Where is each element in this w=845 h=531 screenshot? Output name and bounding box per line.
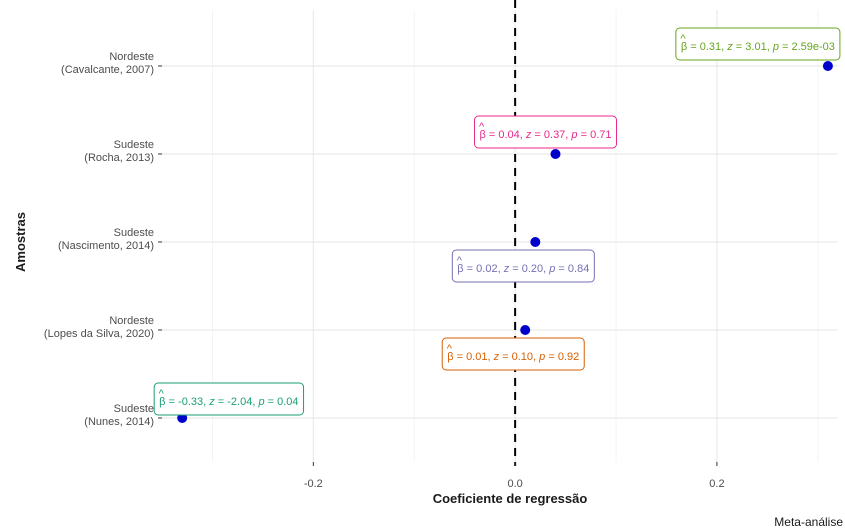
- data-points: [177, 61, 833, 423]
- beta-hat-glyph: ^: [159, 388, 165, 400]
- y-tick-label-study: (Lopes da Silva, 2020): [44, 328, 154, 340]
- data-label-box: [473, 115, 618, 149]
- y-tick-label-region: Sudeste: [114, 139, 154, 151]
- data-label-text: β = 0.02, z = 0.20, p = 0.84: [457, 263, 589, 275]
- y-tick-label-region: Sudeste: [114, 227, 154, 239]
- y-tick-label-study: (Cavalcante, 2007): [61, 64, 154, 76]
- data-label-text: β = 0.31, z = 3.01, p = 2.59e-03: [681, 41, 835, 53]
- data-point: [530, 237, 541, 247]
- data-label-text: β = 0.04, z = 0.37, p = 0.71: [479, 129, 611, 141]
- y-tick-label-study: (Nunes, 2014): [84, 416, 154, 428]
- y-tick-label-region: Sudeste: [114, 403, 154, 415]
- data-label: β = -0.33, z = -2.04, p = 0.04^: [153, 382, 305, 416]
- data-label: β = 0.31, z = 3.01, p = 2.59e-03^: [675, 27, 841, 61]
- beta-hat-glyph: ^: [680, 33, 686, 45]
- data-label: β = 0.04, z = 0.37, p = 0.71^: [473, 115, 618, 149]
- x-tick-label: -0.2: [304, 478, 323, 490]
- x-axis-title: Coeficiente de regressão: [433, 491, 588, 506]
- data-point: [822, 61, 833, 71]
- data-label-box: [451, 249, 595, 283]
- x-axis-ticks: -0.2 0.0 0.2: [304, 462, 725, 490]
- y-tick-label-region: Nordeste: [109, 315, 154, 327]
- data-point: [550, 149, 561, 159]
- y-tick-label-study: (Nascimento, 2014): [58, 240, 154, 252]
- y-tick-label-study: (Rocha, 2013): [84, 152, 154, 164]
- data-labels: β = 0.31, z = 3.01, p = 2.59e-03^β = 0.0…: [153, 27, 841, 416]
- x-tick-label: 0.0: [507, 478, 522, 490]
- data-label-box: [153, 382, 305, 416]
- x-tick-label: 0.2: [709, 478, 724, 490]
- beta-hat-glyph: ^: [447, 343, 453, 355]
- data-label: β = 0.02, z = 0.20, p = 0.84^: [451, 249, 595, 283]
- data-label: β = 0.01, z = 0.10, p = 0.92^: [441, 337, 585, 371]
- y-axis-ticks: Nordeste(Cavalcante, 2007)Sudeste(Rocha,…: [44, 51, 162, 428]
- data-point: [520, 325, 531, 335]
- beta-hat-glyph: ^: [457, 255, 463, 267]
- data-label-text: β = 0.01, z = 0.10, p = 0.92: [447, 351, 579, 363]
- data-label-box: [441, 337, 585, 371]
- y-axis-title: Amostras: [13, 212, 28, 272]
- chart-caption: Meta-análise: [774, 515, 843, 529]
- data-label-box: [675, 27, 841, 61]
- data-label-text: β = -0.33, z = -2.04, p = 0.04: [159, 396, 298, 408]
- y-tick-label-region: Nordeste: [109, 51, 154, 63]
- beta-hat-glyph: ^: [479, 121, 485, 133]
